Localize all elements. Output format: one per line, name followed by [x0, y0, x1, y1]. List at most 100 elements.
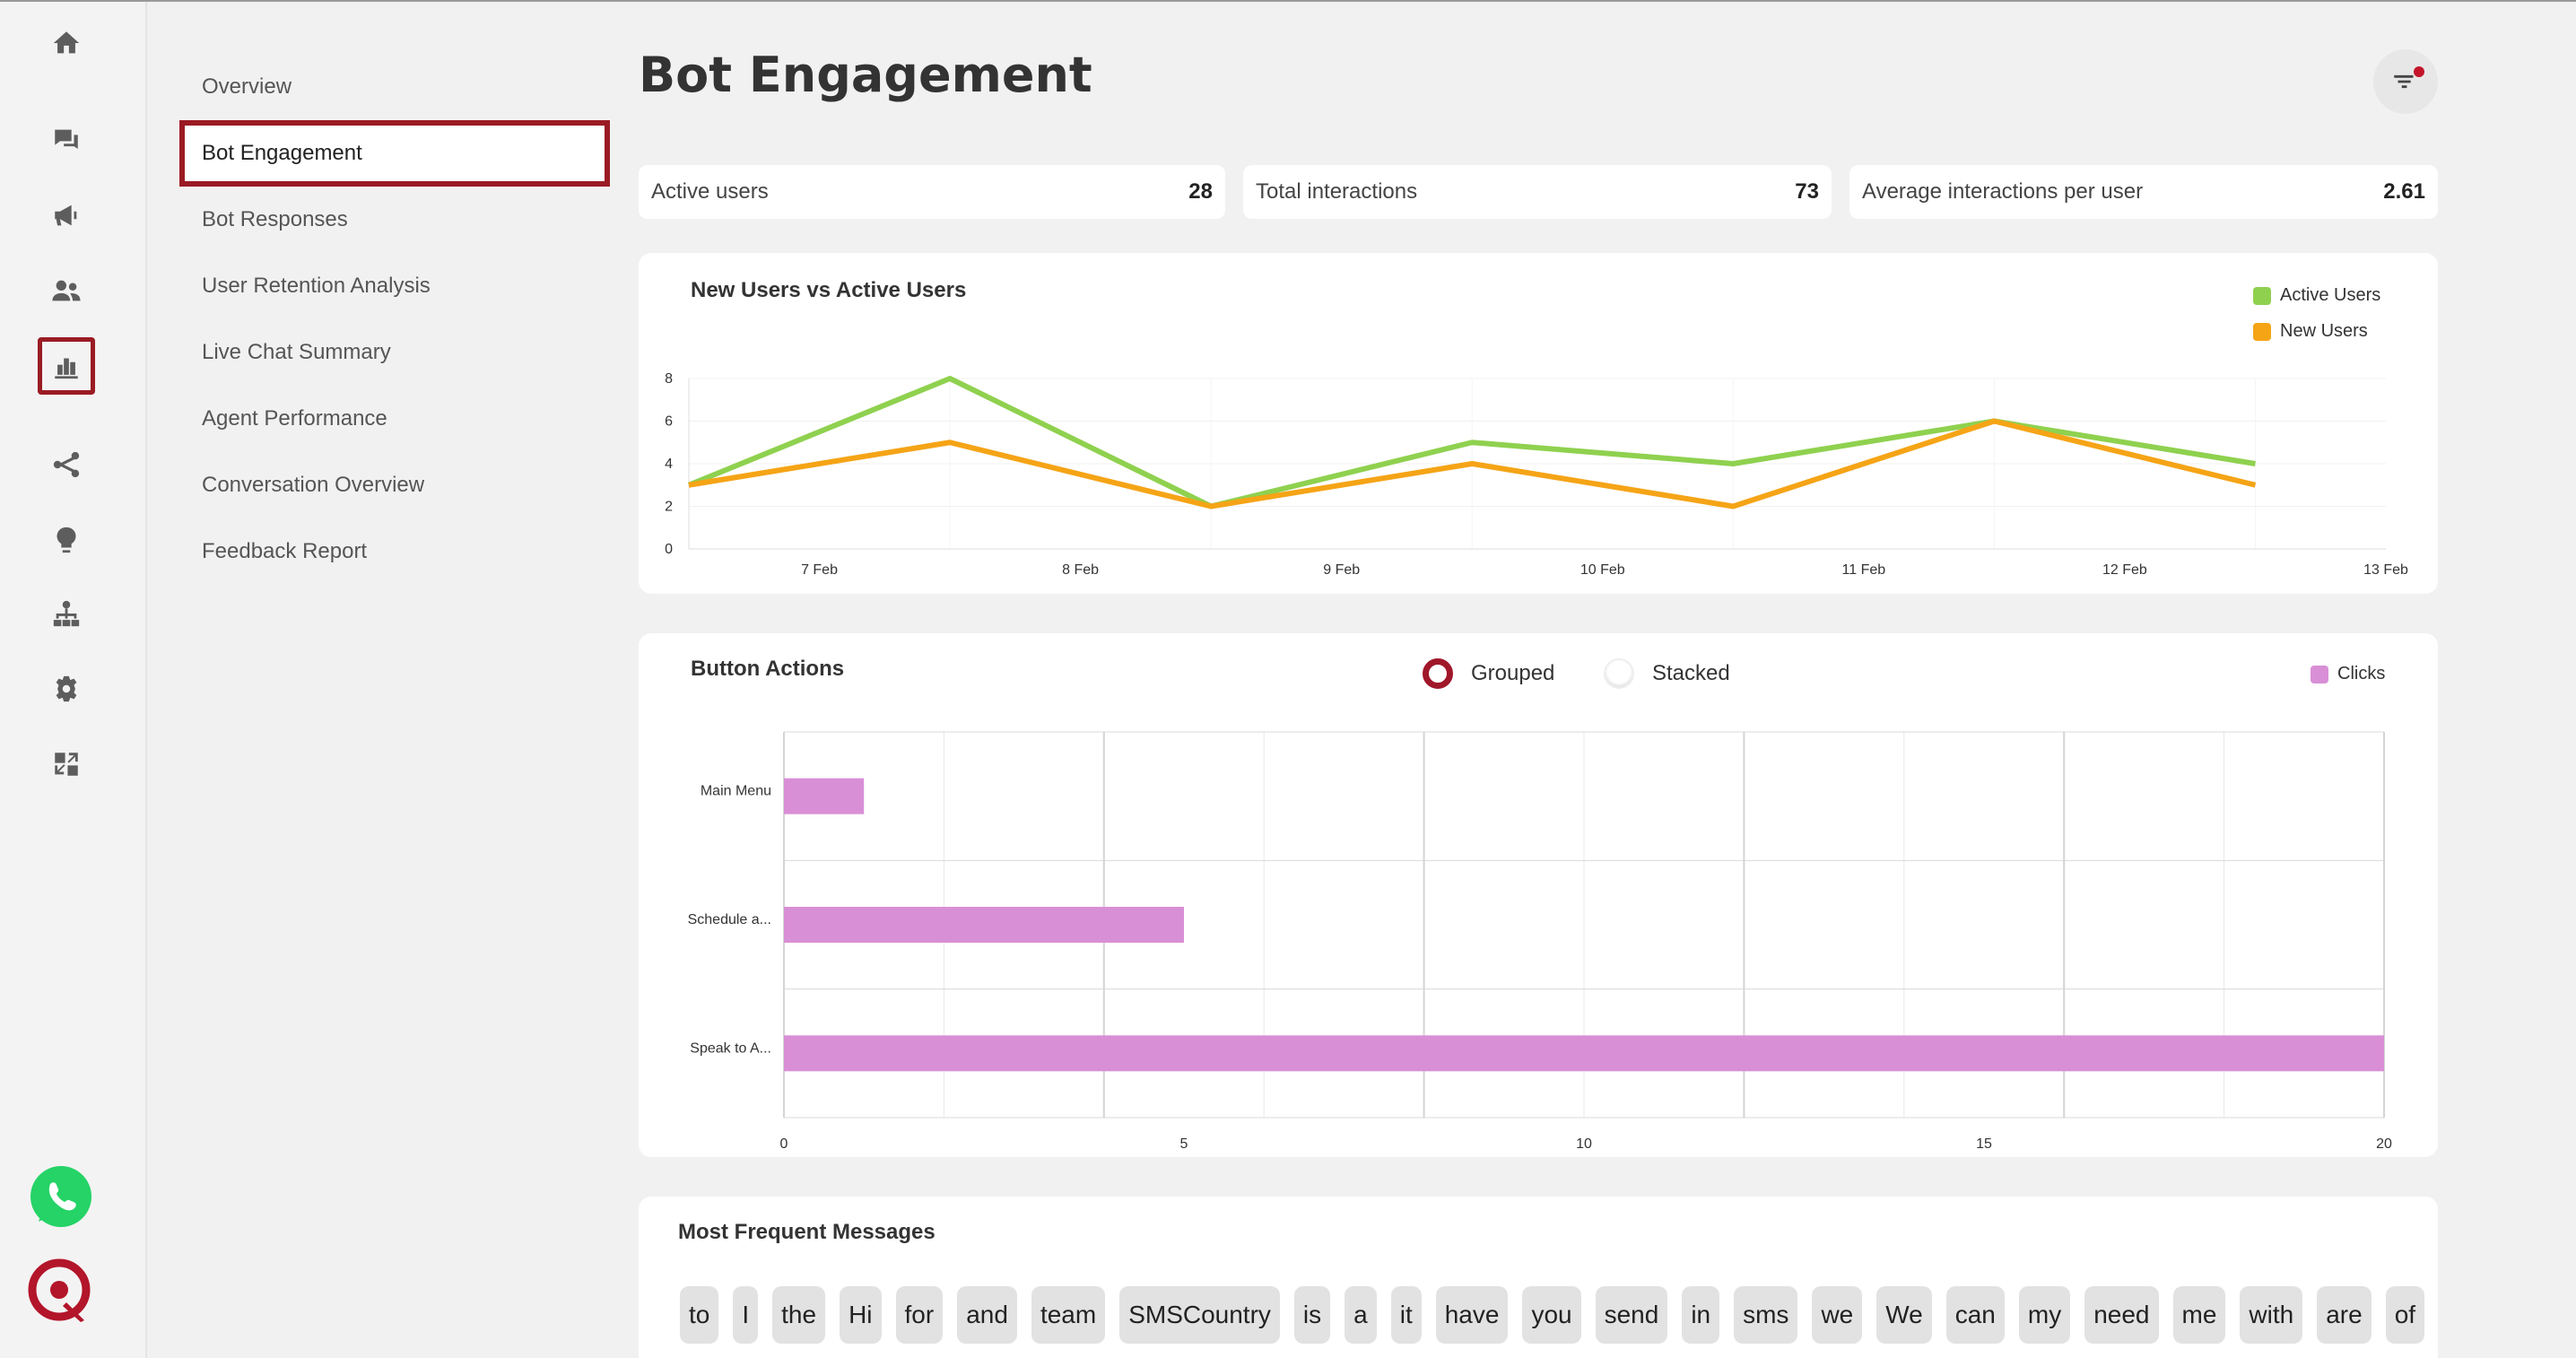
subnav-item-overview[interactable]: Overview: [202, 74, 292, 99]
page-title: Bot Engagement: [639, 47, 1092, 103]
word-chip[interactable]: me: [2172, 1286, 2226, 1344]
chat-icon[interactable]: [38, 111, 95, 169]
legend-label: Clicks: [2337, 664, 2386, 683]
gear-icon[interactable]: [38, 660, 95, 718]
x-tick-label: 10 Feb: [1580, 562, 1625, 578]
legend-new-users[interactable]: New Users: [2253, 321, 2368, 342]
legend-swatch: [2253, 286, 2271, 305]
subnav-item-feedback-report[interactable]: Feedback Report: [202, 539, 368, 563]
whatsapp-icon[interactable]: [25, 1161, 97, 1232]
word-chip[interactable]: is: [1293, 1286, 1331, 1344]
word-chip[interactable]: we: [1812, 1286, 1863, 1344]
bar-chart-icon[interactable]: [38, 337, 95, 395]
filter-notification-dot: [2414, 66, 2424, 77]
stat-card-total-interactions: Total interactions 73: [1243, 165, 1832, 219]
stat-card-active-users: Active users 28: [639, 165, 1225, 219]
x-tick-label: 9 Feb: [1323, 562, 1360, 578]
new-users-line[interactable]: [688, 418, 2257, 509]
bar-clicks[interactable]: [784, 907, 1184, 943]
y-tick-label: Schedule a...: [688, 912, 771, 927]
stat-value: 2.61: [2383, 179, 2425, 204]
legend-swatch: [2311, 665, 2328, 683]
subnav-item-agent-performance[interactable]: Agent Performance: [202, 406, 387, 431]
messages-title: Most Frequent Messages: [678, 1220, 936, 1244]
legend-swatch: [2253, 322, 2271, 341]
word-chip[interactable]: for: [895, 1286, 944, 1344]
word-chip[interactable]: in: [1682, 1286, 1720, 1344]
radio-stacked[interactable]: Stacked: [1604, 658, 1730, 689]
bulb-icon[interactable]: [38, 511, 95, 569]
word-chip[interactable]: need: [2084, 1286, 2159, 1344]
icon-sidebar: [0, 2, 147, 1358]
word-chip[interactable]: with: [2240, 1286, 2303, 1344]
x-tick-label: 8 Feb: [1062, 562, 1099, 578]
word-chip[interactable]: I: [733, 1286, 759, 1344]
word-chip[interactable]: to: [680, 1286, 719, 1344]
filter-icon: [2394, 74, 2414, 89]
home-icon[interactable]: [38, 14, 95, 72]
subnav-item-bot-engagement[interactable]: Bot Engagement: [179, 120, 610, 187]
y-tick-label: 8: [665, 371, 673, 387]
stat-card-average-interactions: Average interactions per user 2.61: [1849, 165, 2438, 219]
word-chip[interactable]: have: [1435, 1286, 1509, 1344]
filter-button[interactable]: [2373, 49, 2438, 114]
line-chart-plot: 0 2 4 6 8 7 Feb 8 Feb 9 Feb 10 Feb 11 Feb 12 Feb 13…: [665, 371, 2408, 578]
integration-icon[interactable]: [38, 736, 95, 793]
x-tick-label: 13 Feb: [2363, 562, 2408, 578]
button-actions-card: Button Actions Grouped Stacked Clicks Ma…: [639, 633, 2438, 1157]
word-chip[interactable]: you: [1522, 1286, 1581, 1344]
bar-clicks[interactable]: [784, 778, 865, 814]
y-tick-label: 0: [665, 542, 673, 557]
word-chip[interactable]: the: [772, 1286, 826, 1344]
new-vs-active-users-card: New Users vs Active Users Active Users N…: [639, 253, 2438, 594]
word-chip[interactable]: send: [1595, 1286, 1668, 1344]
legend-clicks[interactable]: Clicks: [2311, 664, 2385, 684]
line-chart-title: New Users vs Active Users: [691, 278, 967, 302]
radio-grouped[interactable]: Grouped: [1423, 658, 1554, 689]
stat-label: Average interactions per user: [1862, 179, 2144, 204]
stat-value: 73: [1795, 179, 1819, 204]
y-tick-label: Main Menu: [701, 784, 771, 799]
x-tick-label: 11 Feb: [1842, 562, 1886, 578]
radio-label: Stacked: [1652, 661, 1730, 685]
stat-label: Total interactions: [1256, 179, 1418, 204]
word-chip[interactable]: sms: [1734, 1286, 1798, 1344]
word-chip[interactable]: and: [957, 1286, 1017, 1344]
legend-label: Active Users: [2280, 285, 2381, 305]
subnav-item-user-retention-analysis[interactable]: User Retention Analysis: [202, 274, 431, 298]
word-chip[interactable]: a: [1345, 1286, 1377, 1344]
x-tick-label: 15: [1976, 1136, 1992, 1152]
window-top-border: [0, 0, 2576, 2]
legend-active-users[interactable]: Active Users: [2253, 285, 2380, 306]
subnav-item-live-chat-summary[interactable]: Live Chat Summary: [202, 340, 391, 364]
x-tick-label: 0: [780, 1136, 788, 1152]
users-icon[interactable]: [38, 262, 95, 319]
word-chip[interactable]: of: [2385, 1286, 2425, 1344]
word-chip[interactable]: SMSCountry: [1119, 1286, 1280, 1344]
word-chip[interactable]: can: [1945, 1286, 2005, 1344]
analytics-subnav: Overview Bot Engagement Bot Responses Us…: [179, 54, 610, 585]
subnav-item-conversation-overview[interactable]: Conversation Overview: [202, 473, 425, 497]
word-chip[interactable]: team: [1031, 1286, 1106, 1344]
x-tick-label: 7 Feb: [801, 562, 838, 578]
word-chip[interactable]: are: [2317, 1286, 2371, 1344]
subnav-item-bot-responses[interactable]: Bot Responses: [202, 207, 348, 231]
megaphone-icon[interactable]: [38, 187, 95, 244]
radio-label: Grouped: [1471, 661, 1555, 685]
bar-chart-title: Button Actions: [691, 657, 845, 681]
x-tick-label: 5: [1180, 1136, 1188, 1152]
hierarchy-icon[interactable]: [38, 585, 95, 642]
flow-icon[interactable]: [38, 436, 95, 493]
word-chip[interactable]: We: [1876, 1286, 1932, 1344]
legend-label: New Users: [2280, 321, 2368, 341]
x-tick-label: 12 Feb: [2102, 562, 2147, 578]
word-chip[interactable]: Hi: [840, 1286, 882, 1344]
x-tick-label: 20: [2376, 1136, 2392, 1152]
bar-clicks[interactable]: [784, 1035, 2384, 1072]
word-chip[interactable]: it: [1390, 1286, 1422, 1344]
radio-selected-indicator: [1423, 658, 1453, 689]
word-chip[interactable]: my: [2018, 1286, 2071, 1344]
y-tick-label: 2: [665, 500, 673, 515]
bar-chart-plot: Main Menu Schedule a... Speak to A... 0 5 10 1…: [688, 731, 2392, 1152]
